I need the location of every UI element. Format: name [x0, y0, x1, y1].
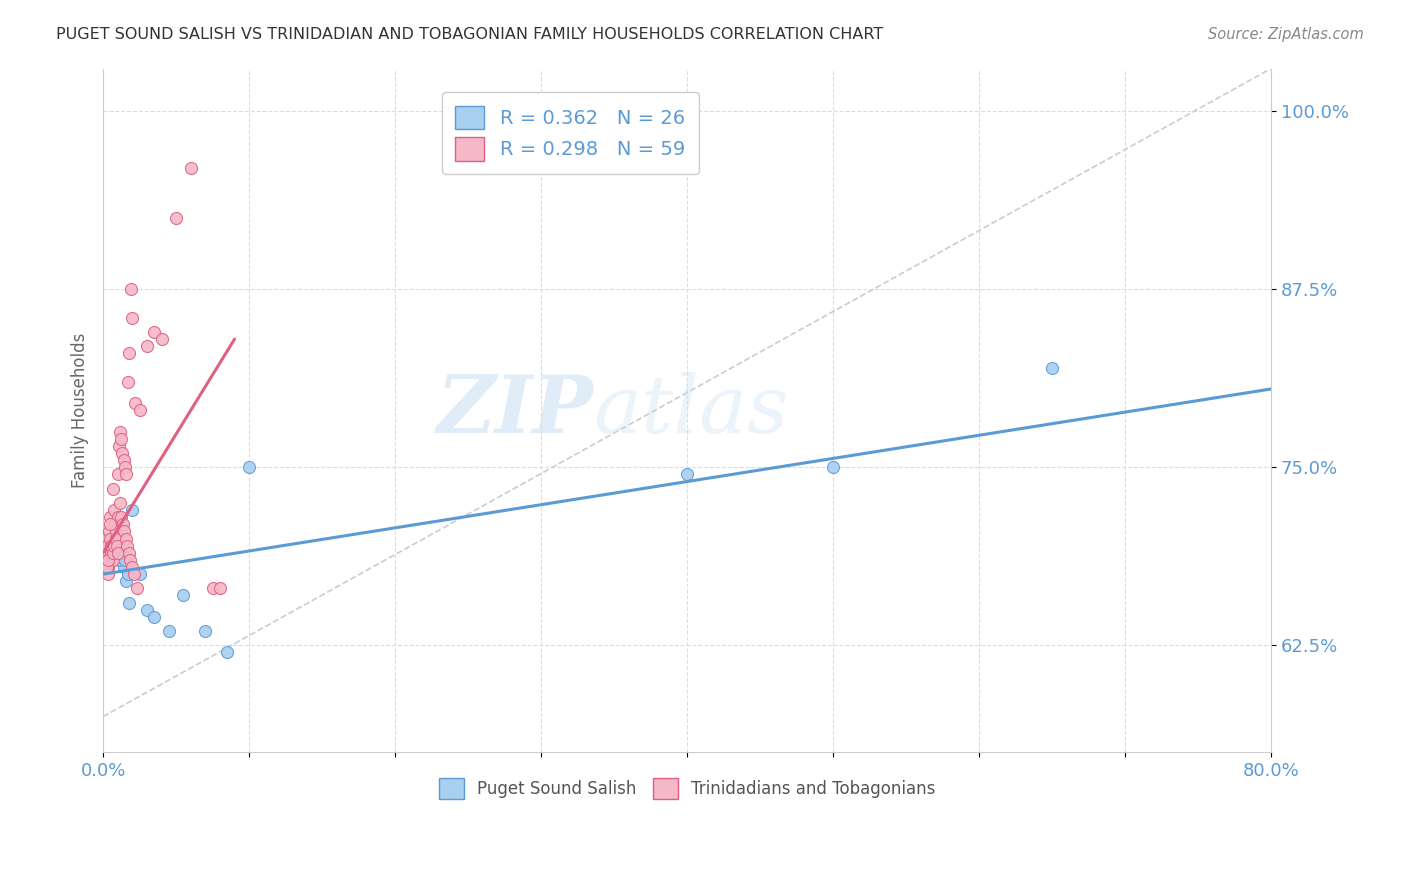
Point	[105, 524, 128, 539]
Point	[108, 425, 131, 439]
Point	[110, 524, 132, 539]
Point	[118, 346, 141, 360]
Point	[112, 560, 135, 574]
Point	[165, 211, 187, 225]
Point	[136, 339, 159, 353]
Point	[98, 524, 121, 539]
Point	[1040, 360, 1063, 375]
Point	[98, 517, 121, 532]
Point	[120, 553, 142, 567]
Point	[105, 539, 128, 553]
Point	[101, 553, 124, 567]
Point	[128, 567, 150, 582]
Point	[96, 560, 118, 574]
Legend: Puget Sound Salish, Trinidadians and Tobagonians: Puget Sound Salish, Trinidadians and Tob…	[432, 772, 942, 805]
Text: ZIP: ZIP	[437, 372, 593, 449]
Point	[104, 517, 127, 532]
Point	[201, 582, 224, 596]
Point	[111, 546, 134, 560]
Point	[101, 553, 124, 567]
Point	[108, 439, 131, 453]
Point	[107, 467, 129, 482]
Point	[114, 553, 136, 567]
Point	[172, 589, 194, 603]
Text: PUGET SOUND SALISH VS TRINIDADIAN AND TOBAGONIAN FAMILY HOUSEHOLDS CORRELATION C: PUGET SOUND SALISH VS TRINIDADIAN AND TO…	[56, 27, 883, 42]
Point	[120, 282, 142, 296]
Point	[97, 553, 120, 567]
Point	[108, 496, 131, 510]
Point	[121, 310, 143, 325]
Point	[100, 553, 122, 567]
Point	[110, 510, 132, 524]
Point	[97, 567, 120, 582]
Point	[114, 460, 136, 475]
Point	[112, 453, 135, 467]
Point	[125, 582, 148, 596]
Point	[217, 645, 239, 659]
Point	[103, 482, 125, 496]
Point	[104, 524, 127, 539]
Point	[104, 517, 127, 532]
Point	[100, 539, 122, 553]
Point	[101, 546, 124, 560]
Point	[94, 532, 117, 546]
Point	[122, 567, 145, 582]
Point	[107, 546, 129, 560]
Point	[98, 510, 121, 524]
Point	[100, 532, 122, 546]
Point	[104, 532, 127, 546]
Point	[105, 539, 128, 553]
Text: atlas: atlas	[593, 372, 789, 449]
Point	[121, 503, 143, 517]
Point	[121, 560, 143, 574]
Point	[115, 467, 138, 482]
Point	[823, 460, 845, 475]
Point	[107, 546, 129, 560]
Point	[118, 596, 141, 610]
Point	[114, 532, 136, 546]
Point	[180, 161, 202, 176]
Point	[143, 325, 166, 339]
Point	[676, 467, 699, 482]
Point	[110, 432, 132, 446]
Point	[115, 539, 138, 553]
Point	[108, 553, 131, 567]
Point	[96, 560, 118, 574]
Point	[124, 396, 146, 410]
Point	[94, 553, 117, 567]
Point	[103, 503, 125, 517]
Point	[118, 546, 141, 560]
Point	[150, 332, 173, 346]
Point	[157, 624, 180, 639]
Point	[208, 582, 231, 596]
Point	[143, 610, 166, 624]
Point	[136, 603, 159, 617]
Point	[111, 517, 134, 532]
Point	[238, 460, 260, 475]
Point	[115, 574, 138, 589]
Point	[117, 375, 139, 389]
Point	[100, 546, 122, 560]
Point	[112, 524, 135, 539]
Point	[103, 539, 125, 553]
Point	[107, 510, 129, 524]
Point	[105, 532, 128, 546]
Point	[117, 567, 139, 582]
Point	[194, 624, 217, 639]
Point	[111, 446, 134, 460]
Y-axis label: Family Households: Family Households	[72, 333, 89, 488]
Text: Source: ZipAtlas.com: Source: ZipAtlas.com	[1208, 27, 1364, 42]
Point	[101, 532, 124, 546]
Point	[96, 560, 118, 574]
Point	[128, 403, 150, 417]
Point	[96, 539, 118, 553]
